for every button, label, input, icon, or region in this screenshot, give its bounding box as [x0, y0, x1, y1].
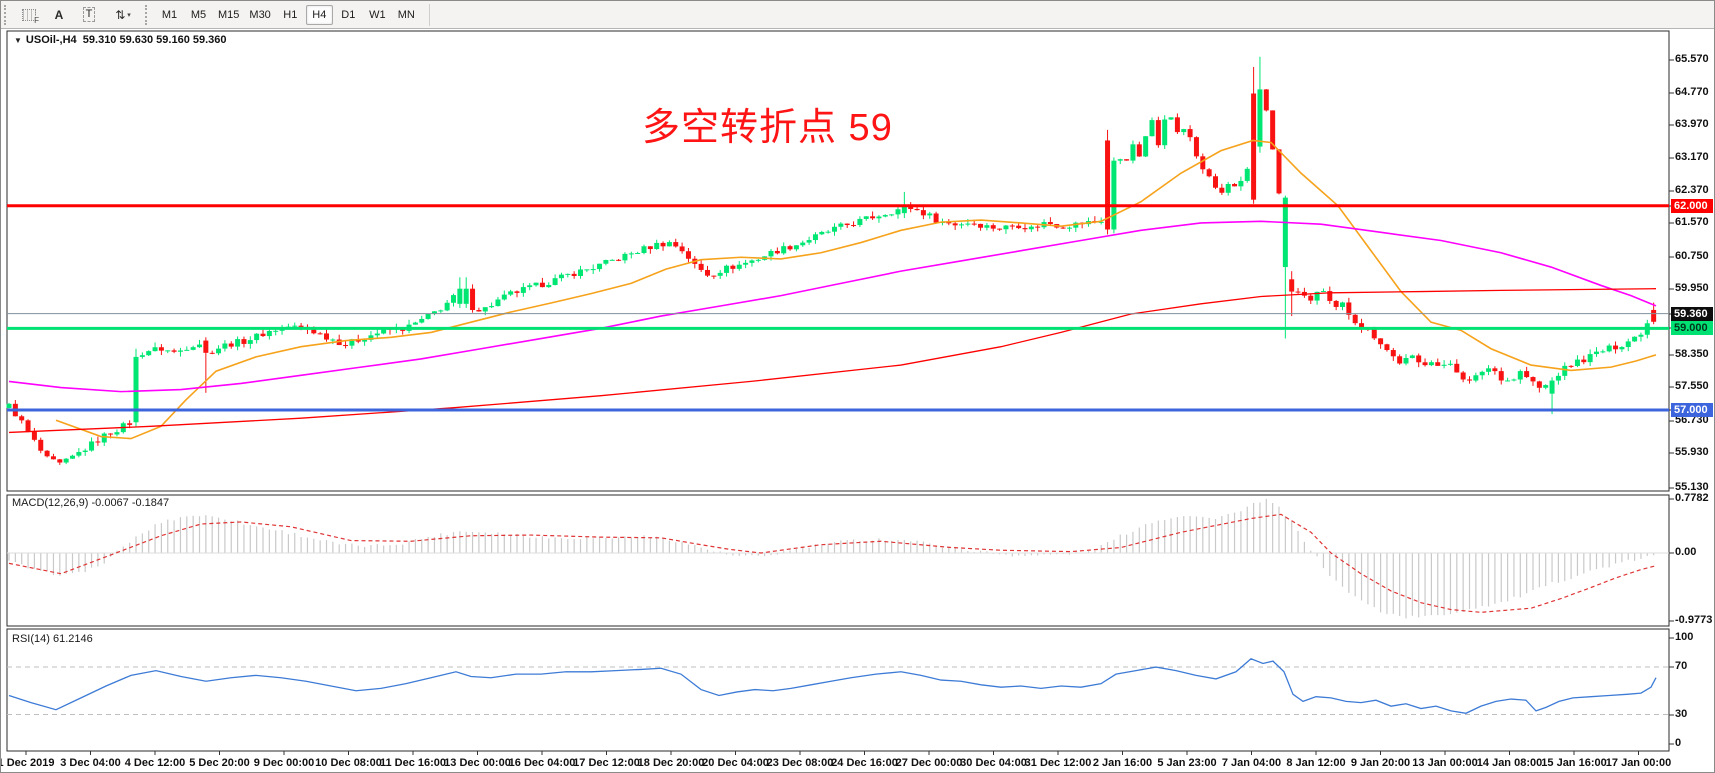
dropdown-caret-icon: ▾: [127, 11, 131, 19]
time-axis-label: 8 Jan 12:00: [1286, 757, 1346, 769]
time-axis-label: 2 Jan 16:00: [1092, 757, 1153, 769]
time-axis-label: 10 Dec 08:00: [315, 757, 382, 769]
time-axis-label: 9 Jan 20:00: [1350, 757, 1411, 769]
price-axis-label: 61.570: [1675, 216, 1709, 228]
rsi-axis-label: 70: [1675, 660, 1688, 672]
rsi-axis-label: 0: [1675, 737, 1682, 749]
price-axis-label: 56.730: [1675, 414, 1709, 426]
price-badge-62.000: 62.000: [1671, 199, 1713, 213]
time-axis-label: 7 Jan 04:00: [1221, 757, 1282, 769]
time-axis-label: 15 Jan 16:00: [1541, 757, 1607, 769]
macd-signal-line: [8, 513, 1657, 613]
macd-label: MACD(12,26,9) -0.0067 -0.1847: [12, 497, 170, 509]
time-axis-label: 9 Dec 00:00: [253, 757, 315, 769]
timeframe-m1-button[interactable]: M1: [161, 8, 178, 21]
time-axis-label: 14 Jan 08:00: [1476, 757, 1543, 769]
time-axis-label: 11 Dec 16:00: [379, 757, 447, 769]
time-axis-label: 31 Dec 12:00: [1024, 757, 1092, 769]
text-label-icon: T: [82, 7, 96, 22]
ma-mid-magenta: [8, 220, 1657, 393]
price-axis-label: 62.370: [1675, 184, 1709, 196]
price-badge-59.360: 59.360: [1671, 307, 1713, 321]
macd-axis-label: 0.00: [1675, 546, 1697, 558]
toolbar-icon-group: F A T ⇅ ▾: [14, 5, 142, 25]
chart-canvas[interactable]: [1, 29, 1715, 773]
text-label-icon-button[interactable]: T: [76, 5, 102, 25]
rsi-axis-label: 30: [1675, 708, 1688, 720]
timeframe-m15-button[interactable]: M15: [218, 8, 240, 21]
price-axis-label: 59.950: [1675, 282, 1709, 294]
price-axis-label: 55.130: [1675, 481, 1709, 493]
time-axis-label: 4 Dec 12:00: [124, 757, 186, 769]
time-axis-label: 13 Dec 00:00: [444, 757, 511, 769]
price-axis-label: 57.550: [1675, 380, 1709, 392]
timeframe-h1-button[interactable]: H1: [283, 8, 298, 21]
chart-title: ▼ USOil-,H4 59.310 59.630 59.160 59.360: [14, 34, 227, 46]
price-badge-57.000: 57.000: [1671, 403, 1713, 417]
time-axis-label: 5 Dec 20:00: [189, 757, 250, 769]
rsi-line: [8, 658, 1657, 714]
toolbar-grip[interactable]: [4, 4, 9, 25]
price-axis-label: 55.930: [1675, 446, 1709, 458]
price-axis-label: 65.570: [1675, 53, 1709, 65]
ma-fast-orange: [55, 139, 1657, 440]
font-a-icon: A: [54, 7, 64, 22]
timeframe-d1-button[interactable]: D1: [341, 8, 356, 21]
cursor-arrows-icon: ⇅: [115, 7, 126, 22]
time-axis-label: 23 Dec 08:00: [766, 757, 834, 769]
rsi-label: RSI(14) 61.2146: [12, 633, 93, 645]
timeframe-mn-button[interactable]: MN: [397, 8, 415, 21]
time-axis-label: 13 Jan 00:00: [1412, 757, 1478, 769]
time-axis-label: 5 Jan 23:00: [1157, 757, 1217, 769]
time-axis-label: 24 Dec 16:00: [831, 757, 898, 769]
time-axis-label: 20 Dec 04:00: [702, 757, 769, 769]
timeframe-m30-button[interactable]: M30: [249, 8, 271, 21]
time-axis-label: 3 Dec 04:00: [60, 757, 121, 769]
timeframe-m5-button[interactable]: M5: [190, 8, 207, 21]
toolbar-separator: [428, 3, 430, 26]
chart-annotation-text: 多空转折点 59: [642, 107, 893, 149]
time-axis-label: 18 Dec 20:00: [637, 757, 705, 769]
price-axis-label: 63.170: [1675, 151, 1709, 163]
new-chart-grid-icon-button[interactable]: F: [16, 5, 42, 25]
new-chart-grid-icon: F: [22, 8, 39, 25]
toolbar: F A T ⇅ ▾ M1 M5 M15 M30 H1 H4 D1 W1 MN: [1, 1, 1714, 29]
macd-axis-label: -0.9773: [1675, 614, 1713, 626]
price-badge-59.000: 59.000: [1671, 321, 1713, 335]
cursor-arrows-icon-button[interactable]: ⇅ ▾: [106, 5, 140, 25]
price-axis-label: 63.970: [1675, 118, 1709, 130]
price-axis-label: 58.350: [1675, 348, 1709, 360]
time-axis-label: 16 Dec 04:00: [508, 757, 576, 769]
time-axis-label: 30 Dec 04:00: [960, 757, 1027, 769]
macd-axis-label: 0.7782: [1675, 492, 1709, 504]
timeframe-group: M1 M5 M15 M30 H1 H4 D1 W1 MN: [155, 4, 421, 25]
time-axis-label: 17 Dec 12:00: [573, 757, 640, 769]
chart-dropdown-icon[interactable]: ▼: [14, 36, 22, 45]
rsi-axis-label: 100: [1675, 631, 1694, 643]
timeframe-h4-button[interactable]: H4: [305, 4, 333, 25]
time-axis-label: 17 Jan 00:00: [1605, 757, 1672, 769]
font-a-icon-button[interactable]: A: [46, 5, 72, 25]
price-axis-label: 64.770: [1675, 86, 1709, 98]
ohlc-values: 59.310 59.630 59.160 59.360: [82, 34, 227, 46]
rsi-value: 61.2146: [52, 633, 93, 645]
time-axis-label: 1 Dec 2019: [0, 757, 55, 769]
price-axis-label: 60.750: [1675, 250, 1709, 262]
time-axis-label: 27 Dec 00:00: [895, 757, 963, 769]
toolbar-grip-2[interactable]: [145, 4, 150, 25]
timeframe-w1-button[interactable]: W1: [369, 8, 386, 21]
macd-values: -0.0067 -0.1847: [91, 497, 170, 509]
symbol-timeframe: USOil-,H4: [25, 34, 77, 46]
